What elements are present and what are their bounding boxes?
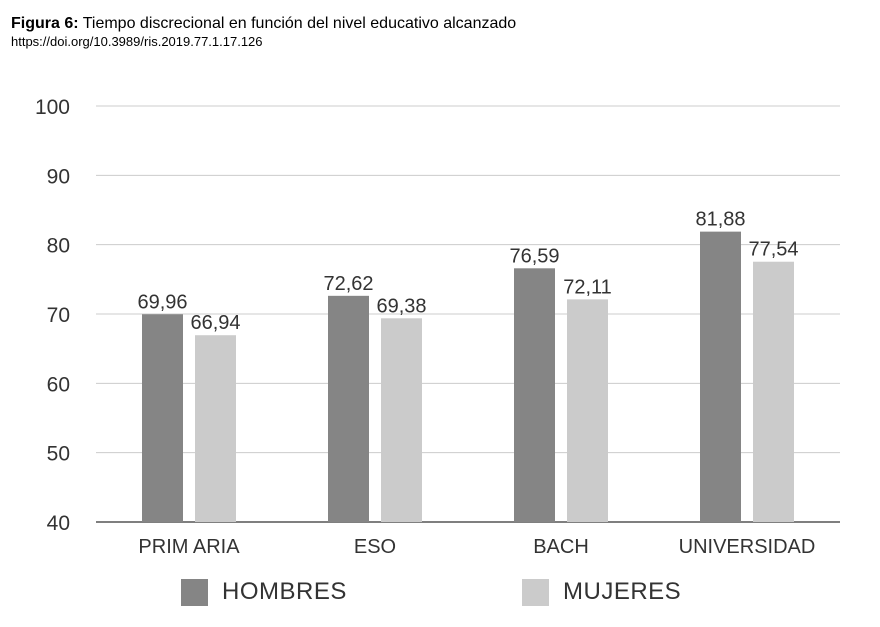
data-label: 76,59: [509, 245, 559, 267]
bar-mujeres: [753, 261, 794, 522]
data-label: 77,54: [748, 239, 798, 261]
data-label: 72,62: [323, 273, 373, 295]
y-tick-label: 100: [35, 96, 70, 119]
bar-mujeres: [195, 335, 236, 522]
figure-header: Figura 6: Tiempo discrecional en función…: [11, 14, 516, 50]
y-tick-label: 40: [47, 512, 70, 535]
bar-mujeres: [381, 318, 422, 522]
bar-hombres: [142, 314, 183, 522]
chart-legend: HOMBRES MUJERES: [0, 578, 880, 614]
y-tick-label: 70: [47, 304, 70, 327]
figure-title: Tiempo discrecional en función del nivel…: [82, 15, 517, 32]
x-tick-label: ESO: [354, 536, 396, 558]
y-tick-label: 50: [47, 443, 70, 466]
y-tick-label: 60: [47, 373, 70, 396]
x-tick-label: UNIVERSIDAD: [679, 536, 816, 558]
x-tick-label: PRIM ARIA: [138, 536, 240, 558]
data-label: 66,94: [190, 312, 240, 334]
legend-item-mujeres: MUJERES: [522, 578, 681, 606]
legend-label-hombres: HOMBRES: [222, 578, 347, 605]
figure-label: Figura 6:: [11, 15, 79, 32]
data-label: 72,11: [563, 276, 612, 298]
legend-swatch-hombres: [181, 578, 208, 606]
data-label: 81,88: [695, 209, 745, 231]
x-tick-label: BACH: [533, 536, 589, 558]
bar-mujeres: [567, 299, 608, 522]
y-tick-label: 80: [47, 235, 70, 258]
data-label: 69,38: [376, 295, 426, 317]
y-tick-label: 90: [47, 165, 70, 188]
legend-label-mujeres: MUJERES: [563, 578, 682, 605]
bar-hombres: [514, 268, 555, 522]
bar-hombres: [328, 295, 369, 522]
data-label: 69,96: [137, 291, 187, 313]
figure-title-line: Figura 6: Tiempo discrecional en función…: [11, 14, 516, 34]
bar-hombres: [700, 231, 741, 522]
legend-item-hombres: HOMBRES: [181, 578, 347, 606]
figure-doi: https://doi.org/10.3989/ris.2019.77.1.17…: [11, 34, 263, 49]
legend-swatch-mujeres: [522, 578, 549, 606]
